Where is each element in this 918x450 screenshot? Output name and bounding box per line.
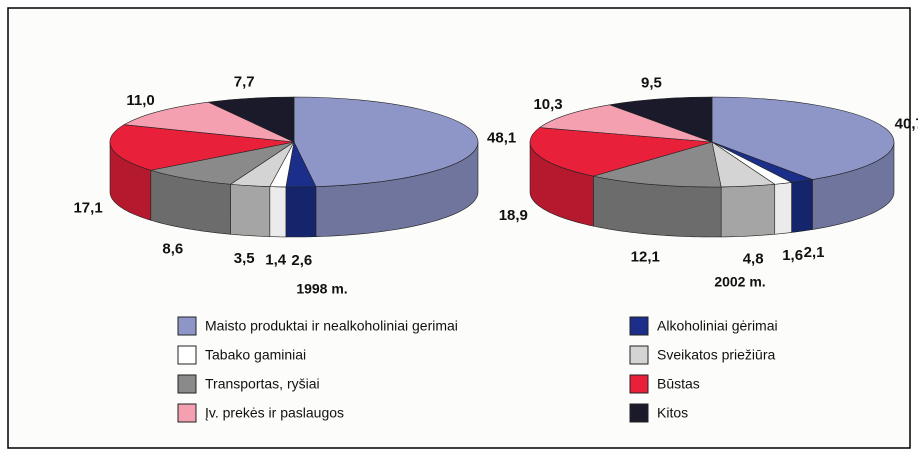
- legend-label: Alkoholiniai gėrimai: [657, 318, 778, 334]
- slice-side: [774, 182, 792, 235]
- legend-swatch: [629, 345, 649, 365]
- data-label: 10,3: [533, 96, 562, 113]
- slice: [608, 96, 713, 143]
- data-label: 1,6: [782, 247, 803, 264]
- slice: [593, 141, 722, 188]
- slice-side: [285, 186, 317, 238]
- chart-title: 1998 m.: [296, 281, 347, 297]
- data-label: 2,1: [804, 244, 825, 261]
- slice: [123, 101, 295, 143]
- legend-label: Transportas, ryšiai: [205, 376, 320, 392]
- data-label: 4,8: [743, 251, 764, 268]
- legend-swatch: [177, 403, 197, 423]
- legend-label: Sveikatos priežiūra: [657, 347, 775, 363]
- legend-label: Tabako gaminiai: [205, 347, 306, 363]
- data-label: 7,7: [234, 74, 255, 91]
- data-label: 40,7: [895, 115, 918, 132]
- legend-swatch: [629, 374, 649, 394]
- data-label: 17,1: [73, 200, 102, 217]
- data-label: 18,9: [499, 207, 528, 224]
- data-label: 2,6: [291, 252, 312, 269]
- slice: [293, 96, 479, 187]
- slice-side: [791, 179, 813, 233]
- slice-side: [230, 183, 271, 237]
- legend-label: Būstas: [657, 376, 700, 392]
- slice-side: [269, 186, 287, 238]
- legend-label: Kitos: [657, 405, 688, 421]
- slice-side: [720, 183, 776, 238]
- legend-swatch: [177, 316, 197, 336]
- legend-label: Maisto produktai ir nealkoholiniai gerim…: [205, 318, 458, 334]
- data-label: 3,5: [234, 250, 255, 267]
- legend-label: Įv. prekės ir paslaugos: [205, 405, 344, 421]
- legend-swatch: [629, 316, 649, 336]
- slice: [538, 104, 713, 143]
- legend-swatch: [177, 345, 197, 365]
- legend-swatch: [177, 374, 197, 394]
- slice: [109, 124, 295, 171]
- data-label: 8,6: [162, 241, 183, 258]
- chart-title: 2002 m.: [714, 274, 765, 290]
- slice: [150, 141, 295, 185]
- legend-swatch: [629, 403, 649, 423]
- data-label: 48,1: [487, 129, 516, 146]
- data-label: 11,0: [126, 92, 154, 109]
- slice: [207, 96, 295, 143]
- data-label: 12,1: [631, 249, 660, 266]
- data-label: 1,4: [265, 252, 287, 269]
- data-label: 9,5: [641, 75, 662, 92]
- slice: [529, 127, 713, 177]
